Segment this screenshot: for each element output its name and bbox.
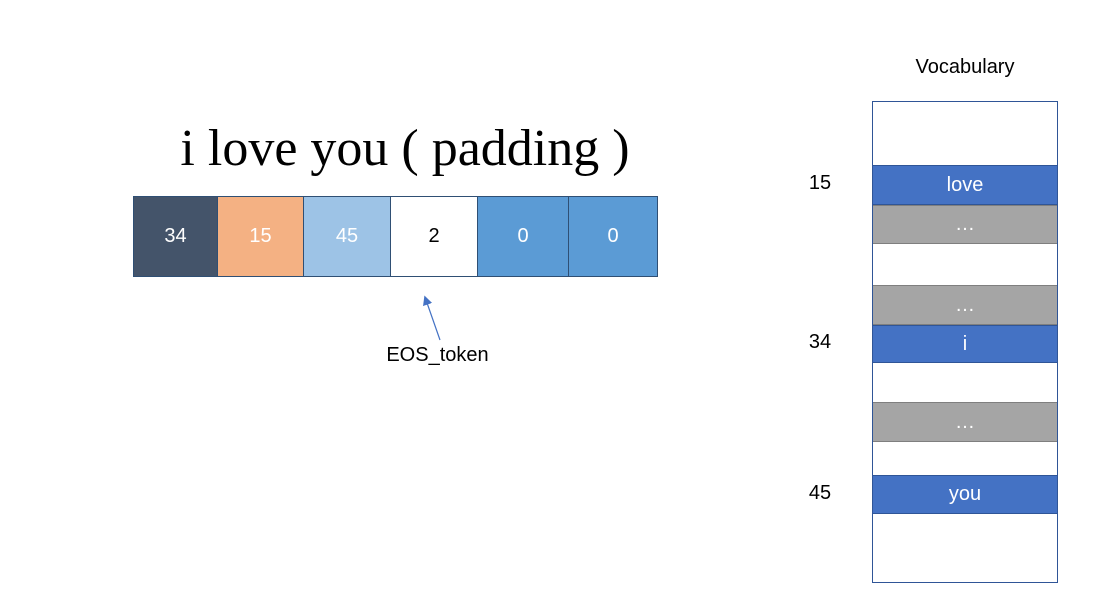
- vocabulary-row: [873, 244, 1057, 285]
- token-cell: 34: [133, 196, 218, 277]
- vocabulary-row: [873, 102, 1057, 165]
- token-cell: 0: [568, 196, 658, 277]
- eos-token-label: EOS_token: [386, 344, 489, 366]
- token-cell: 15: [217, 196, 304, 277]
- vocabulary-index: 45: [808, 481, 832, 504]
- vocabulary-row: love: [873, 165, 1057, 205]
- token-cell: 2: [390, 196, 478, 277]
- sentence-title: i love you ( padding ): [180, 120, 630, 177]
- vocabulary-row: …: [873, 285, 1057, 325]
- token-cell: 0: [477, 196, 569, 277]
- vocabulary-row: [873, 442, 1057, 475]
- vocabulary-index: 15: [808, 172, 832, 194]
- vocabulary-row: …: [873, 402, 1057, 442]
- eos-arrow-line: [423, 295, 441, 341]
- vocabulary-title: Vocabulary: [915, 56, 1015, 78]
- vocabulary-index: 34: [808, 331, 832, 353]
- vocabulary-row: you: [873, 475, 1057, 514]
- token-cell: 45: [303, 196, 391, 277]
- eos-arrow: [423, 295, 441, 341]
- vocabulary-row: [873, 363, 1057, 402]
- token-sequence: 34 15 45 2 0 0: [133, 196, 658, 277]
- vocabulary-table: love…… i… you: [872, 101, 1058, 583]
- vocabulary-row: [873, 514, 1057, 582]
- vocabulary-row: i: [873, 325, 1057, 363]
- vocabulary-row: …: [873, 205, 1057, 244]
